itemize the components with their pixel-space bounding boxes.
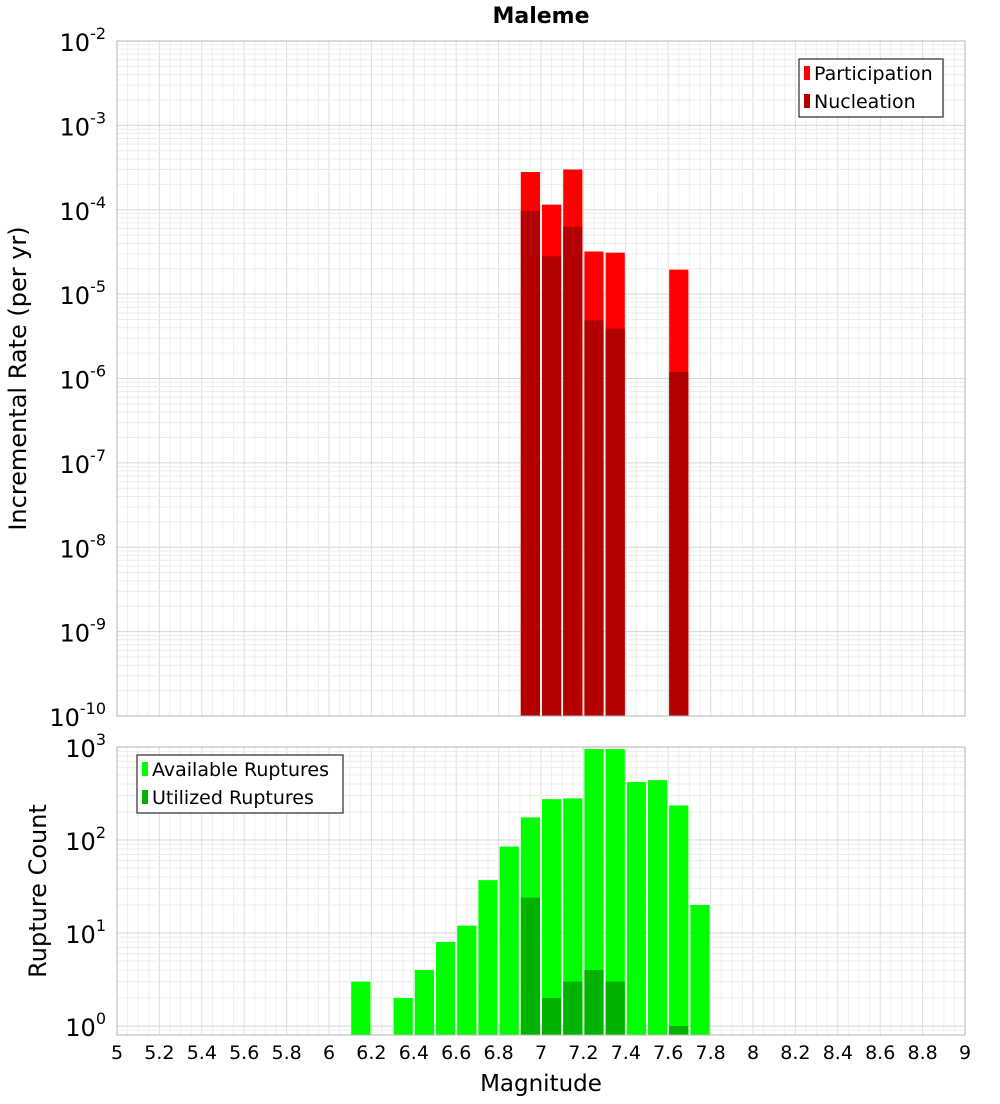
legend-box — [136, 754, 344, 814]
bar-available-ruptures — [478, 880, 498, 1035]
legend-label: Utilized Ruptures — [152, 787, 314, 809]
x-tick-label: 5 — [111, 1042, 123, 1064]
x-tick-label: 5.6 — [229, 1042, 259, 1064]
x-tick-label: 7.4 — [611, 1042, 641, 1064]
plot-frame — [116, 40, 966, 717]
legend-swatch — [142, 762, 148, 776]
legend: Participation Nucleation — [798, 58, 944, 118]
y-tick-label: 10-8 — [60, 530, 107, 563]
x-tick-label: 7.6 — [653, 1042, 683, 1064]
x-tick-label: 7.2 — [568, 1042, 598, 1064]
x-tick-label: 5.2 — [144, 1042, 174, 1064]
legend-swatch — [142, 790, 148, 804]
bar-nucleation — [584, 320, 604, 716]
bar-utilized-ruptures — [563, 981, 583, 1035]
bar-nucleation — [542, 256, 562, 716]
y-tick-label: 102 — [65, 823, 106, 856]
y-tick-label: 10-10 — [49, 699, 106, 732]
y-tick-label: 10-9 — [60, 615, 107, 648]
x-tick-label: 6.4 — [399, 1042, 429, 1064]
x-tick-label: 6.8 — [483, 1042, 513, 1064]
bar-available-ruptures — [669, 805, 689, 1035]
bar-utilized-ruptures — [669, 1025, 689, 1035]
y-tick-label: 10-7 — [60, 446, 107, 479]
y-tick-label: 10-4 — [60, 193, 107, 226]
chart-title: Maleme — [492, 4, 589, 29]
legend-label: Nucleation — [814, 91, 916, 113]
y-tick-label: 10-3 — [60, 108, 107, 141]
y-tick-label: 10-5 — [60, 277, 107, 310]
y-tick-label: 101 — [65, 916, 106, 949]
legend-label: Available Ruptures — [152, 759, 329, 781]
x-tick-label: 5.4 — [187, 1042, 217, 1064]
x-tick-label: 6.2 — [356, 1042, 386, 1064]
legend-label: Participation — [814, 63, 933, 85]
y-tick-label: 10-2 — [60, 24, 107, 57]
plot-frame — [116, 746, 966, 1036]
x-tick-label: 6.6 — [441, 1042, 471, 1064]
y-axis-label: Incremental Rate (per yr) — [4, 226, 32, 530]
bar-available-ruptures — [542, 799, 562, 1035]
bar-nucleation — [520, 210, 540, 716]
bar-available-ruptures — [499, 846, 519, 1035]
bar-utilized-ruptures — [584, 969, 604, 1035]
x-tick-label: 5.8 — [271, 1042, 301, 1064]
chart-panel-1: 10-10 10-9 10-8 10-7 10-6 10-5 10-4 10-3 10-2 Inc… — [4, 4, 966, 732]
bar-utilized-ruptures — [542, 997, 562, 1035]
y-tick-label: 103 — [65, 730, 106, 763]
y-tick-label: 100 — [65, 1009, 106, 1042]
x-tick-label: 8.4 — [823, 1042, 853, 1064]
x-tick-label: 6 — [323, 1042, 335, 1064]
legend-swatch — [804, 94, 810, 108]
x-tick-label: 7.8 — [695, 1042, 725, 1064]
bar-available-ruptures — [351, 981, 371, 1035]
bar-available-ruptures — [393, 997, 413, 1035]
bar-nucleation — [563, 226, 583, 716]
legend-swatch — [804, 66, 810, 80]
bar-available-ruptures — [648, 780, 668, 1035]
bar-available-ruptures — [584, 749, 604, 1035]
x-axis-label: Magnitude — [480, 1071, 602, 1097]
bar-nucleation — [605, 328, 625, 716]
legend-box — [798, 58, 944, 118]
legend: Available Ruptures Utilized Ruptures — [136, 754, 344, 814]
x-tick-label: 8.8 — [907, 1042, 937, 1064]
bar-available-ruptures — [563, 798, 583, 1035]
bar-available-ruptures — [626, 782, 646, 1035]
x-tick-label: 8 — [747, 1042, 759, 1064]
y-axis-label: Rupture Count — [24, 804, 52, 978]
x-tick-label: 7 — [535, 1042, 547, 1064]
y-tick-label: 10-6 — [60, 362, 107, 395]
bar-utilized-ruptures — [605, 981, 625, 1035]
bar-utilized-ruptures — [520, 897, 540, 1035]
x-tick-label: 8.6 — [865, 1042, 895, 1064]
bar-nucleation — [669, 371, 689, 716]
x-tick-label: 8.2 — [780, 1042, 810, 1064]
bar-available-ruptures — [436, 942, 456, 1035]
bar-available-ruptures — [605, 749, 625, 1035]
bar-available-ruptures — [414, 969, 434, 1035]
x-tick-label: 9 — [959, 1042, 971, 1064]
bar-available-ruptures — [690, 904, 710, 1035]
bar-available-ruptures — [457, 925, 477, 1035]
